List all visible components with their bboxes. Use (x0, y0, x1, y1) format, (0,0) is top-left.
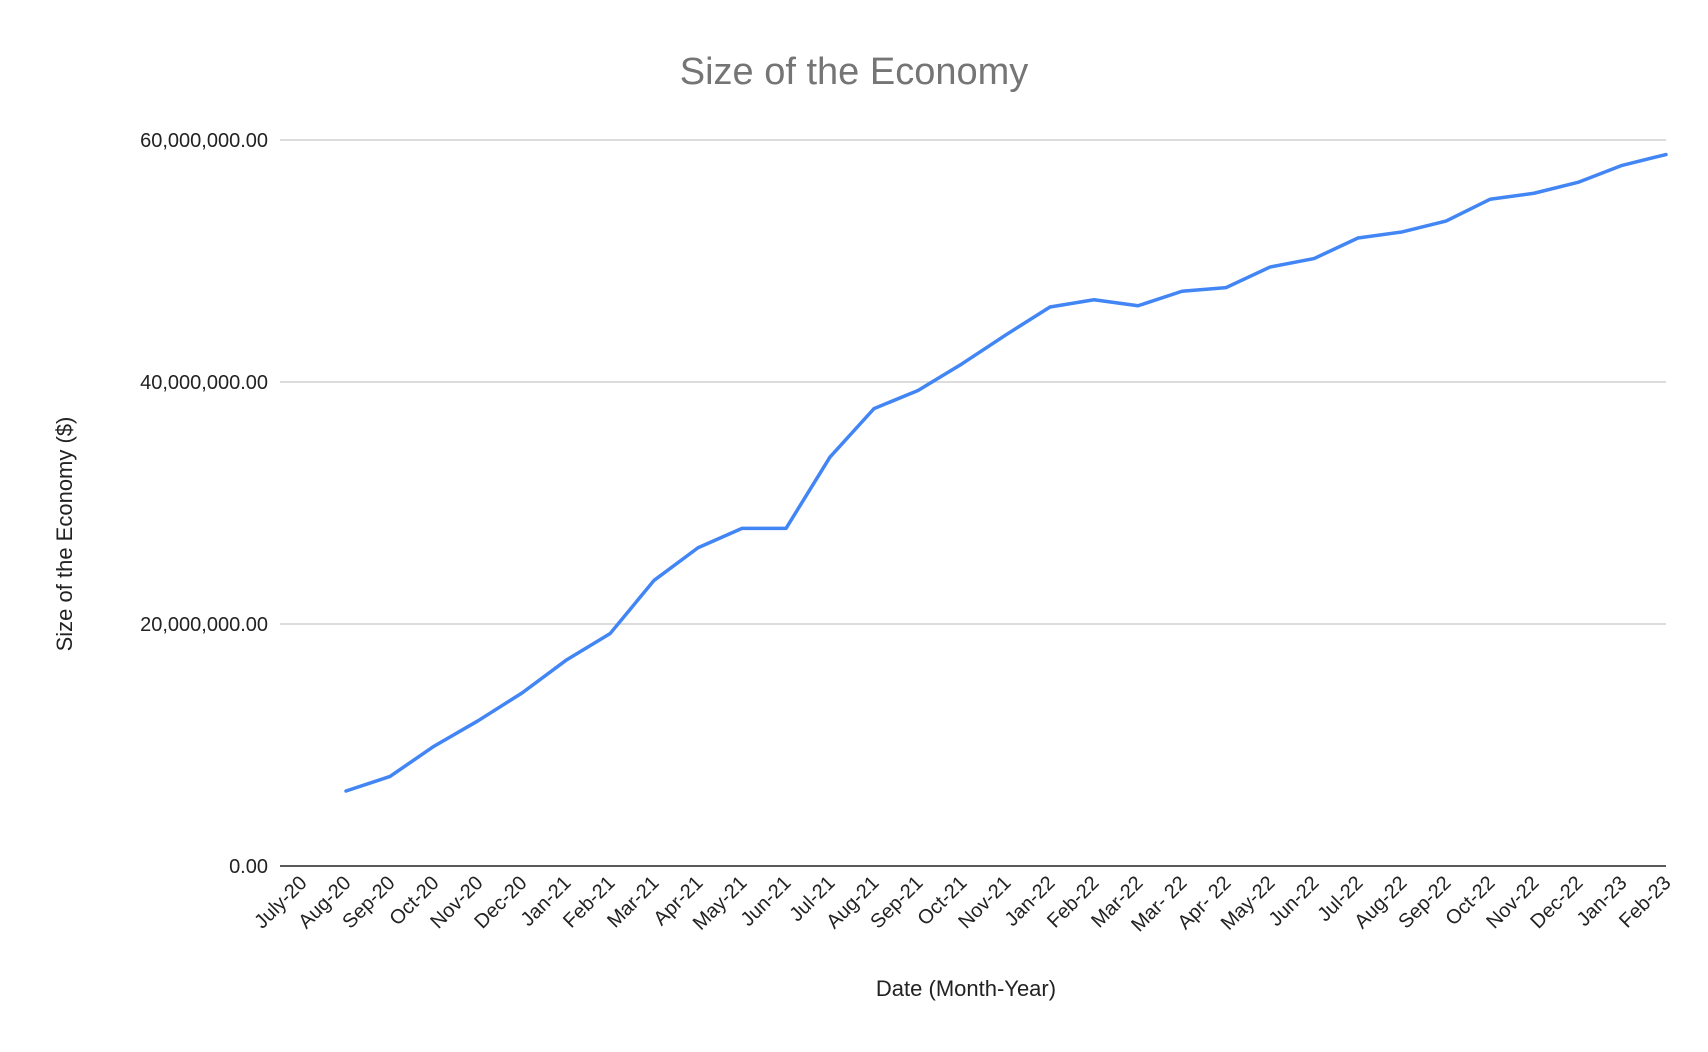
y-tick-label: 60,000,000.00 (140, 130, 268, 152)
x-tick-label: Jun-21 (737, 872, 796, 931)
y-axis-title: Size of the Economy ($) (52, 417, 77, 652)
y-axis-tick-labels: 0.00 20,000,000.00 40,000,000.00 60,000,000… (140, 130, 268, 878)
x-axis-title: Date (Month-Year) (876, 976, 1056, 1001)
x-tick-label: Jun-22 (1265, 872, 1324, 931)
y-tick-label: 20,000,000.00 (140, 614, 268, 636)
x-axis-tick-labels: July-20Aug-20Sep-20Oct-20Nov-20Dec-20Jan… (250, 872, 1675, 936)
series-line (344, 152, 1668, 793)
y-tick-label: 0.00 (229, 856, 268, 878)
chart-title: Size of the Economy (680, 51, 1029, 93)
series-group (344, 152, 1668, 793)
y-tick-label: 40,000,000.00 (140, 372, 268, 394)
gridlines (280, 139, 1666, 625)
